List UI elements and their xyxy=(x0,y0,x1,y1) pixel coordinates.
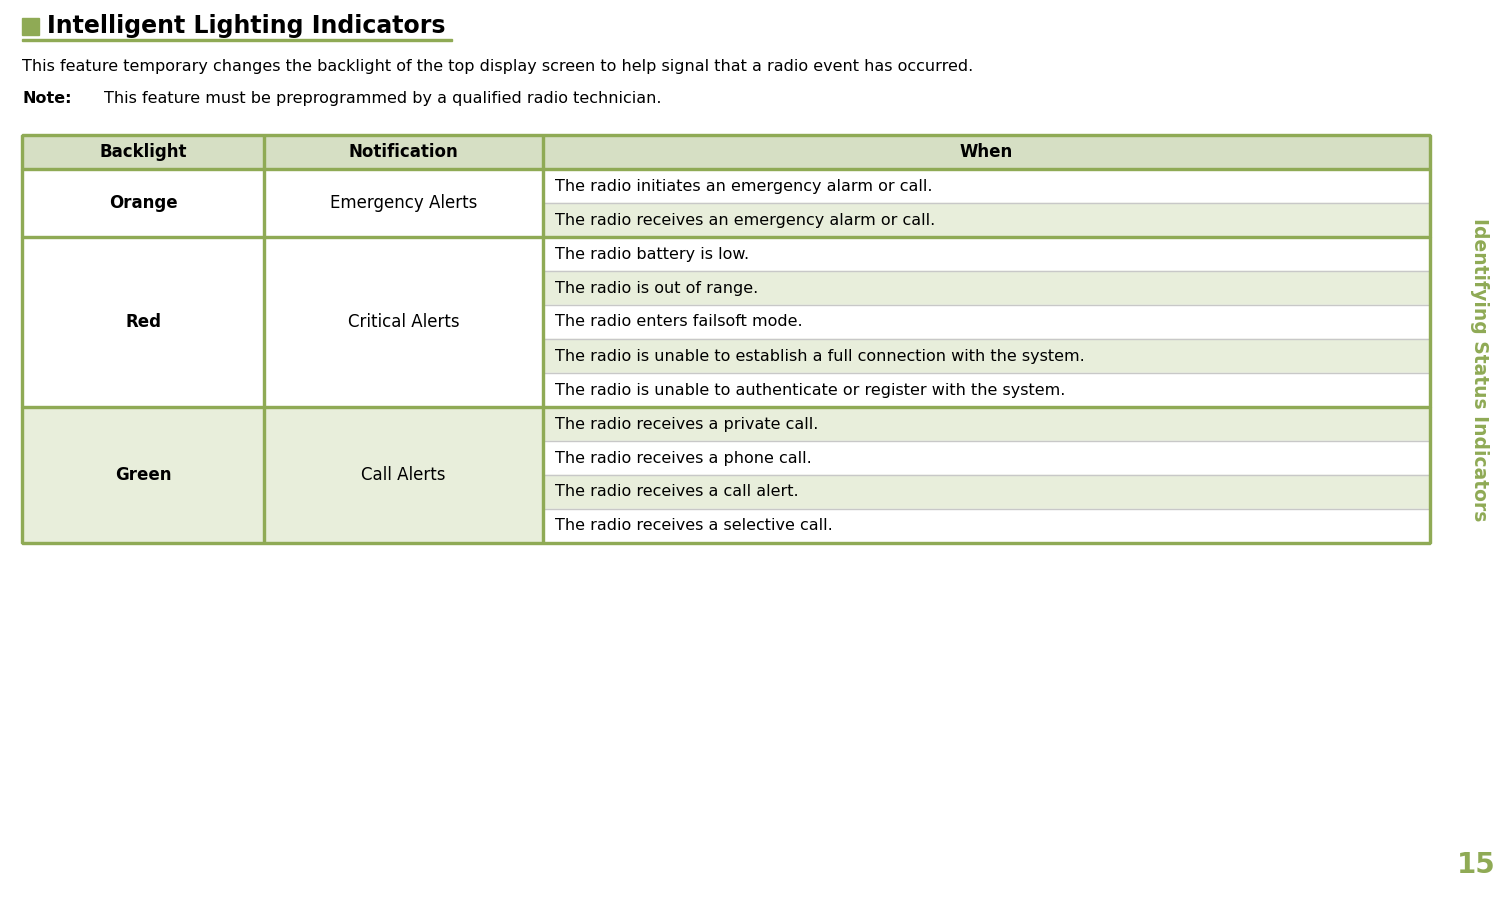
Text: The radio receives a selective call.: The radio receives a selective call. xyxy=(555,518,833,533)
Text: Intelligent Lighting Indicators: Intelligent Lighting Indicators xyxy=(47,14,446,39)
Bar xyxy=(543,305,1430,339)
Bar xyxy=(23,168,1430,169)
Text: The radio receives an emergency alarm or call.: The radio receives an emergency alarm or… xyxy=(555,213,936,227)
Bar xyxy=(543,407,1430,441)
Bar xyxy=(23,237,543,407)
Text: This feature must be preprogrammed by a qualified radio technician.: This feature must be preprogrammed by a … xyxy=(104,91,662,106)
Bar xyxy=(23,407,543,543)
Text: Orange: Orange xyxy=(109,194,177,212)
Bar xyxy=(543,169,1430,203)
Bar xyxy=(543,237,1430,271)
Bar xyxy=(543,475,1430,509)
Bar xyxy=(23,542,1430,543)
Bar xyxy=(543,441,1430,475)
Bar xyxy=(23,169,543,237)
Text: The radio initiates an emergency alarm or call.: The radio initiates an emergency alarm o… xyxy=(555,178,933,194)
Text: The radio battery is low.: The radio battery is low. xyxy=(555,247,748,261)
Text: Emergency Alerts: Emergency Alerts xyxy=(330,194,478,212)
Text: Notification: Notification xyxy=(349,143,458,161)
Text: The radio is unable to establish a full connection with the system.: The radio is unable to establish a full … xyxy=(555,349,1084,363)
Text: The radio is out of range.: The radio is out of range. xyxy=(555,280,758,296)
Bar xyxy=(23,135,1430,169)
Text: The radio receives a private call.: The radio receives a private call. xyxy=(555,416,818,432)
Bar xyxy=(543,339,1430,373)
Text: Call Alerts: Call Alerts xyxy=(361,466,446,484)
Text: The radio receives a phone call.: The radio receives a phone call. xyxy=(555,450,812,466)
Bar xyxy=(543,203,1430,237)
Text: Note:: Note: xyxy=(23,91,71,106)
Text: The radio is unable to authenticate or register with the system.: The radio is unable to authenticate or r… xyxy=(555,383,1066,397)
Text: Red: Red xyxy=(125,313,162,331)
Bar xyxy=(23,18,39,35)
Bar xyxy=(23,236,1430,238)
Text: This feature temporary changes the backlight of the top display screen to help s: This feature temporary changes the backl… xyxy=(23,59,974,74)
Bar xyxy=(543,509,1430,543)
Text: Critical Alerts: Critical Alerts xyxy=(348,313,460,331)
Bar xyxy=(23,39,452,41)
Text: Backlight: Backlight xyxy=(100,143,187,161)
Bar xyxy=(23,134,1430,136)
Text: Green: Green xyxy=(115,466,171,484)
Text: The radio enters failsoft mode.: The radio enters failsoft mode. xyxy=(555,314,803,330)
Text: When: When xyxy=(960,143,1013,161)
Bar xyxy=(23,406,1430,408)
Text: The radio receives a call alert.: The radio receives a call alert. xyxy=(555,485,798,499)
Bar xyxy=(543,373,1430,407)
Text: 15: 15 xyxy=(1456,851,1495,879)
Bar xyxy=(543,271,1430,305)
Text: Identifying Status Indicators: Identifying Status Indicators xyxy=(1470,218,1489,522)
